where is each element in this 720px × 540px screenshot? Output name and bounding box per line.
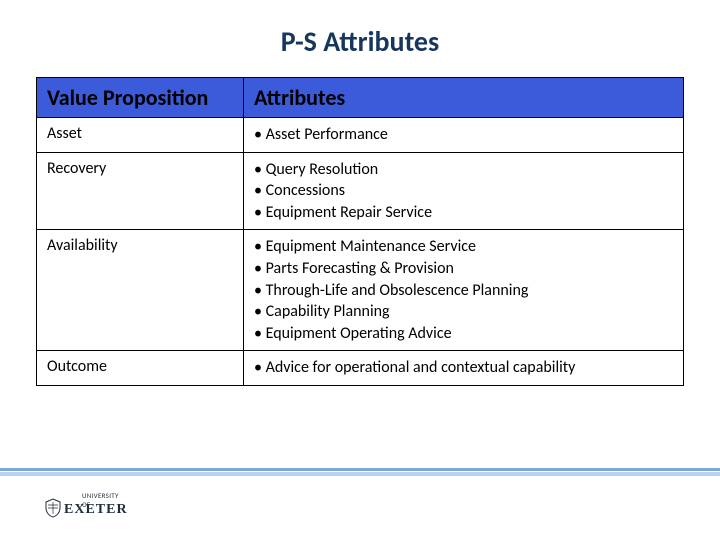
attributes-table: Value Proposition Attributes Asset• Asse… (36, 77, 684, 386)
table-header-row: Value Proposition Attributes (37, 78, 684, 118)
footer-band-top (0, 468, 720, 471)
crest-icon (44, 498, 62, 518)
slide-title: P-S Attributes (0, 0, 720, 77)
table-row: Asset• Asset Performance (37, 118, 684, 153)
footer-band (0, 468, 720, 478)
vp-cell: Outcome (37, 351, 244, 386)
logo-pretext: UNIVERSITY OF (82, 491, 128, 509)
vp-cell: Recovery (37, 152, 244, 230)
table-container: Value Proposition Attributes Asset• Asse… (0, 77, 720, 386)
vp-cell: Availability (37, 230, 244, 351)
attr-cell: • Query Resolution• Concessions• Equipme… (244, 152, 684, 230)
table-row: Outcome• Advice for operational and cont… (37, 351, 684, 386)
attr-cell: • Asset Performance (244, 118, 684, 153)
attr-cell: • Equipment Maintenance Service• Parts F… (244, 230, 684, 351)
university-logo: UNIVERSITY OF EXETER (44, 498, 128, 518)
table-body: Asset• Asset PerformanceRecovery• Query … (37, 118, 684, 386)
vp-cell: Asset (37, 118, 244, 153)
table-row: Recovery• Query Resolution• Concessions•… (37, 152, 684, 230)
col-header-vp: Value Proposition (37, 78, 244, 118)
slide: P-S Attributes Value Proposition Attribu… (0, 0, 720, 540)
col-header-attr: Attributes (244, 78, 684, 118)
footer-band-bottom (0, 472, 720, 476)
table-row: Availability• Equipment Maintenance Serv… (37, 230, 684, 351)
attr-cell: • Advice for operational and contextual … (244, 351, 684, 386)
